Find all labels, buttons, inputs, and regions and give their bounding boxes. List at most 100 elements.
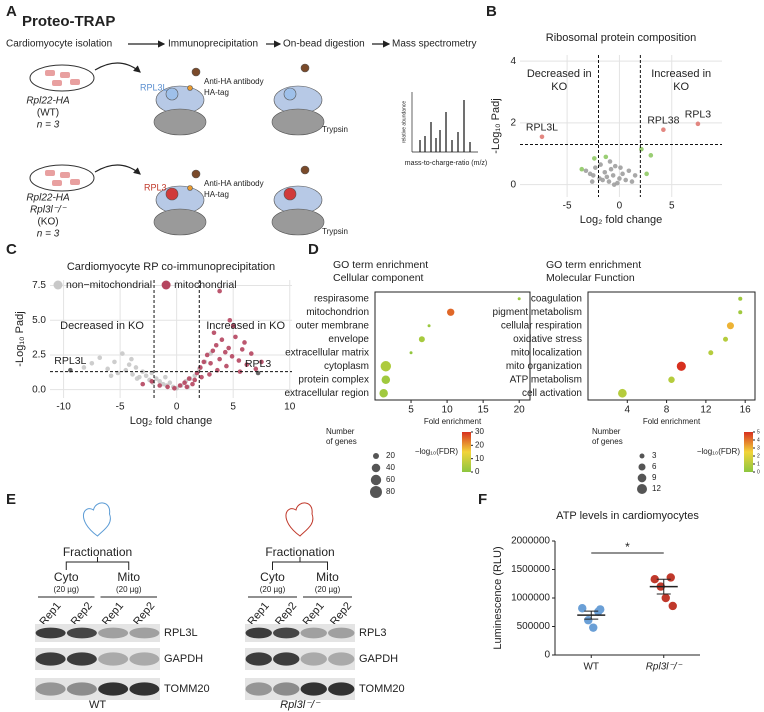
- band-label: RPL3L: [164, 627, 198, 639]
- band: [98, 652, 129, 666]
- legend-title: of genes: [592, 437, 623, 446]
- point: [163, 374, 168, 380]
- bubble: [738, 296, 743, 301]
- band: [98, 627, 129, 639]
- point: [192, 377, 198, 383]
- lane-label: Rep2: [69, 600, 95, 628]
- band: [35, 652, 66, 666]
- y-tick-label: extracellular region: [285, 388, 370, 399]
- band: [273, 652, 300, 666]
- group-label: Cyto: [260, 570, 285, 584]
- ms-spectrum: [411, 92, 478, 153]
- point: [668, 601, 677, 611]
- point: [211, 330, 217, 336]
- point: [608, 166, 614, 172]
- y-tick-label: protein complex: [298, 374, 369, 385]
- x-tick-label: -5: [116, 402, 125, 413]
- legend-label: 6: [652, 462, 657, 471]
- point: [648, 153, 654, 158]
- band-label: GAPDH: [359, 653, 398, 665]
- x-tick-label: -5: [563, 201, 572, 212]
- x-tick-label: 0: [617, 201, 623, 212]
- lane-label: Rep2: [273, 600, 299, 628]
- band: [98, 682, 129, 696]
- bubble: [418, 336, 425, 343]
- point: [661, 593, 670, 603]
- annotation: Increased in: [651, 68, 711, 80]
- blot: [245, 624, 355, 642]
- y-tick-label: cellular respiration: [501, 320, 582, 331]
- schematic-title: Proteo-TRAP: [22, 13, 115, 30]
- band: [35, 682, 66, 696]
- legend-title: −log₁₀(FDR): [697, 447, 740, 456]
- legend-label: 3: [757, 445, 760, 451]
- legend-marker: [637, 484, 647, 494]
- lane-label: Rep1: [100, 600, 126, 628]
- y-tick-label: 4: [510, 56, 516, 67]
- legend-label: 60: [386, 475, 395, 484]
- y-tick-label: oxidative stress: [513, 334, 582, 345]
- legend-label: 20: [386, 451, 395, 460]
- color-bar: [462, 432, 471, 472]
- point: [229, 354, 235, 359]
- x-tick-label: 5: [408, 405, 414, 416]
- bubble: [380, 361, 392, 372]
- point: [233, 334, 238, 340]
- legend-label: 30: [475, 427, 484, 436]
- point: [210, 348, 216, 354]
- point: [239, 347, 245, 352]
- legend-label: 80: [386, 487, 395, 496]
- x-tick-label: Rpl3l⁻/⁻: [646, 662, 683, 673]
- legend-marker: [373, 453, 379, 459]
- x-tick-label: 5: [669, 201, 675, 212]
- y-axis-label: -Log₁₀ Padj: [490, 98, 502, 153]
- y-tick-label: 2.5: [32, 350, 46, 361]
- bubble: [708, 350, 714, 356]
- point: [578, 604, 587, 613]
- blot: [35, 624, 160, 642]
- band: [273, 627, 300, 639]
- point: [617, 176, 622, 181]
- point: [157, 383, 162, 388]
- legend-label: 12: [652, 484, 661, 493]
- bubble: [379, 389, 388, 398]
- blot: [245, 648, 355, 670]
- y-tick-label: cytoplasm: [324, 361, 369, 372]
- point: [661, 127, 666, 133]
- annotation: KO: [551, 81, 567, 93]
- y-tick-label: coagulation: [531, 293, 582, 304]
- ribosomes: [153, 63, 325, 236]
- point: [596, 605, 605, 614]
- step: Mass spectrometry: [392, 39, 476, 50]
- legend-title: Number: [326, 427, 355, 436]
- point: [89, 360, 95, 366]
- bubble: [447, 308, 455, 316]
- bubble: [618, 388, 627, 398]
- point: [618, 165, 623, 170]
- panel-label: F: [478, 491, 487, 508]
- protein-label: RPL3: [144, 182, 167, 192]
- bubble: [409, 351, 413, 355]
- point: [666, 573, 675, 582]
- legend-label: 20: [475, 440, 484, 449]
- x-tick-label: WT: [583, 662, 599, 673]
- chart-subtitle: Molecular Function: [546, 272, 635, 284]
- point: [623, 177, 629, 183]
- genotype: Rpl22-HA: [26, 96, 70, 107]
- bracket: [272, 557, 328, 570]
- legend-label: 5: [757, 429, 760, 435]
- point: [604, 174, 610, 180]
- point: [695, 121, 701, 127]
- genotype: Rpl3l⁻/⁻: [280, 699, 321, 711]
- y-tick-label: respirasome: [314, 293, 369, 304]
- point: [190, 381, 195, 387]
- legend-marker: [371, 463, 381, 473]
- chart-title: GO term enrichment: [546, 259, 641, 271]
- y-tick-label: 0: [544, 650, 550, 661]
- step: On-bead digestion: [283, 39, 365, 50]
- point: [590, 173, 596, 178]
- x-axis-label: Log₂ fold change: [130, 415, 213, 427]
- annotation: Decreased in KO: [60, 320, 144, 332]
- band: [273, 682, 300, 696]
- y-tick-label: mitochondrion: [306, 307, 369, 318]
